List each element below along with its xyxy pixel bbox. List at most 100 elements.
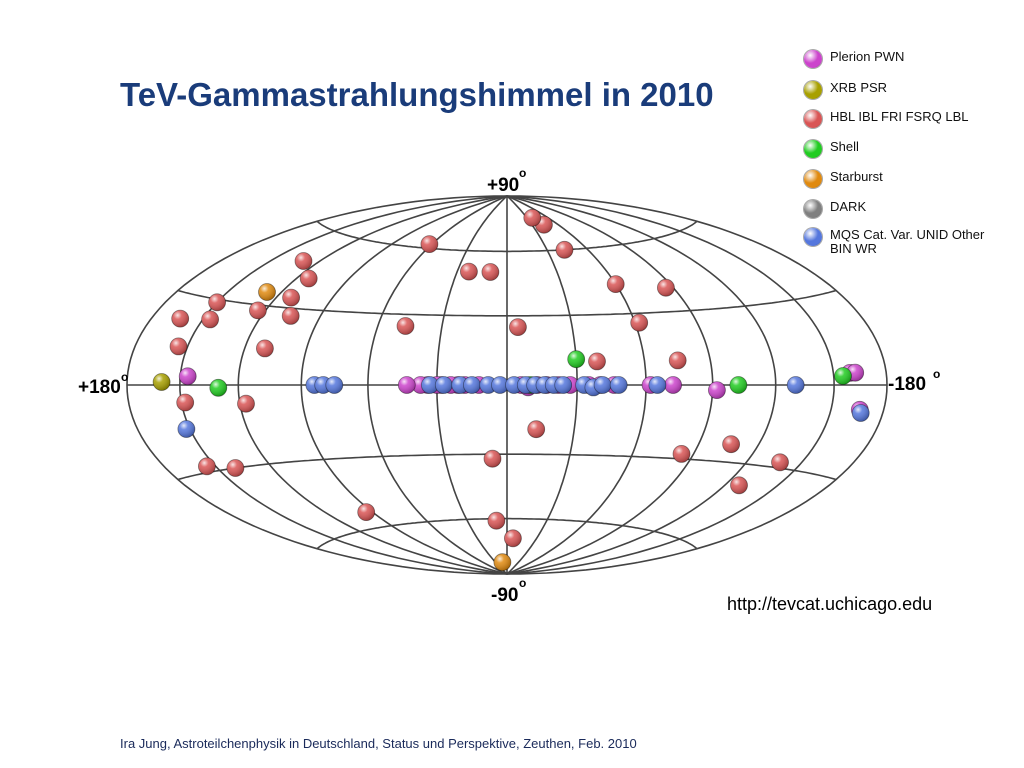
source-marker: [178, 367, 197, 386]
source-marker-highlight: [171, 310, 189, 328]
source-marker: [834, 367, 852, 385]
axis-label-right: -180: [888, 374, 926, 395]
source-marker: [197, 457, 216, 476]
source-marker-highlight: [567, 350, 585, 368]
source-marker-highlight: [648, 376, 666, 394]
source-marker-highlight: [201, 310, 219, 328]
source-marker: [169, 337, 188, 356]
legend-label: Starburst: [830, 169, 883, 184]
source-url[interactable]: http://tevcat.uchicago.edu: [727, 594, 933, 614]
source-marker: [255, 339, 274, 358]
source-marker-highlight: [523, 209, 541, 227]
source-marker: [493, 553, 512, 572]
source-marker: [459, 262, 478, 281]
source-marker-highlight: [505, 376, 523, 394]
parallel-line: [177, 289, 837, 317]
source-marker: [396, 317, 415, 335]
source-marker-highlight: [708, 381, 726, 399]
source-marker: [664, 376, 682, 394]
legend-item-xrb-psr: XRB PSR: [804, 81, 990, 99]
legend-label: Shell: [830, 139, 859, 154]
source-marker: [630, 313, 649, 332]
source-marker-highlight: [657, 279, 675, 297]
legend-item-shell: Shell: [804, 140, 990, 158]
source-marker: [729, 376, 748, 394]
source-marker-highlight: [282, 307, 300, 325]
source-markers: [152, 208, 870, 572]
source-marker-highlight: [487, 512, 505, 530]
axis-label-top: +90: [487, 175, 519, 196]
source-marker: [208, 293, 227, 312]
source-marker-highlight: [398, 376, 416, 394]
source-marker-highlight: [357, 503, 375, 521]
legend-item-dark: DARK: [804, 200, 990, 218]
source-marker-highlight: [669, 351, 687, 369]
source-marker: [567, 350, 586, 369]
source-marker-highlight: [420, 235, 438, 253]
source-marker: [771, 453, 789, 472]
source-marker: [588, 352, 606, 371]
source-marker-highlight: [479, 376, 497, 394]
source-marker-highlight: [610, 376, 628, 394]
legend-item-starburst: Starburst: [804, 170, 990, 188]
source-marker-highlight: [177, 420, 195, 438]
source-marker: [593, 376, 612, 394]
source-marker-highlight: [397, 317, 414, 335]
source-marker: [668, 351, 687, 370]
legend-marker: [804, 140, 822, 158]
source-marker-highlight: [484, 450, 501, 468]
source-marker: [248, 301, 267, 320]
source-marker-highlight: [527, 420, 545, 438]
axis-label-left: +180: [78, 377, 121, 398]
source-marker-highlight: [435, 376, 453, 394]
legend-marker: [804, 81, 822, 99]
source-marker-highlight: [325, 376, 343, 394]
source-marker-highlight: [460, 263, 478, 281]
source-marker: [555, 240, 574, 259]
parallel-line: [316, 517, 698, 550]
source-marker: [397, 376, 416, 394]
source-marker-highlight: [504, 529, 522, 547]
legend-item-hbl: HBL IBL FRI FSRQ LBL: [804, 110, 990, 128]
source-marker: [648, 376, 667, 394]
degree-symbol: o: [519, 576, 526, 590]
source-marker: [282, 288, 301, 307]
legend-marker: [804, 228, 822, 246]
source-marker-highlight: [730, 476, 748, 494]
source-marker: [434, 376, 453, 394]
source-marker-highlight: [249, 301, 267, 319]
source-marker-highlight: [300, 270, 318, 287]
source-marker: [504, 529, 522, 548]
source-marker-highlight: [226, 459, 244, 477]
source-marker: [786, 376, 805, 394]
source-marker: [491, 376, 509, 394]
source-marker: [420, 376, 439, 394]
source-marker-highlight: [554, 376, 572, 394]
degree-symbol: o: [933, 367, 940, 381]
source-marker: [509, 318, 527, 337]
source-marker-highlight: [588, 352, 606, 370]
degree-symbol: o: [519, 166, 526, 180]
source-marker-highlight: [176, 394, 194, 411]
source-marker-highlight: [607, 275, 625, 293]
legend-label: Plerion PWN: [830, 49, 905, 64]
source-marker: [451, 376, 470, 394]
source-marker-highlight: [209, 379, 227, 397]
source-marker-highlight: [421, 376, 439, 394]
source-marker: [609, 376, 628, 394]
source-marker: [209, 378, 228, 397]
source-marker-highlight: [664, 376, 682, 394]
source-marker: [708, 381, 726, 400]
legend-item-plerion-pwn: Plerion PWN: [804, 50, 990, 68]
source-marker: [606, 275, 625, 294]
source-marker: [201, 310, 220, 329]
source-marker: [479, 376, 498, 394]
source-marker: [527, 420, 546, 439]
source-marker-highlight: [451, 376, 469, 394]
source-marker-highlight: [208, 293, 226, 311]
source-marker-highlight: [509, 318, 527, 336]
legend-label: XRB PSR: [830, 80, 888, 95]
source-marker: [152, 373, 171, 391]
source-marker-highlight: [673, 445, 690, 463]
